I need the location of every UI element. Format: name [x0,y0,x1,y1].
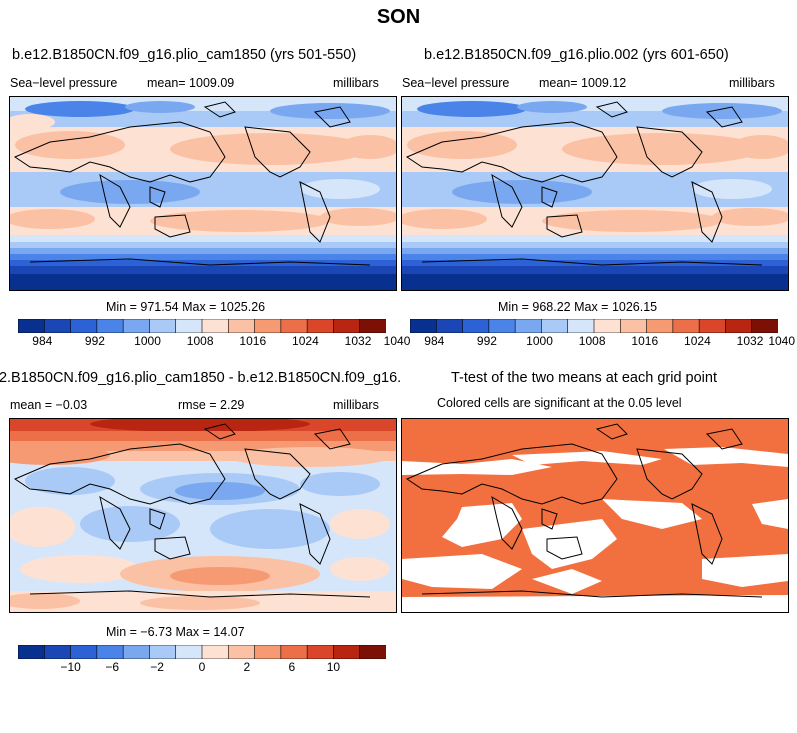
panel2-colorbar-ticks: 984 992 1000 1008 1016 1024 1032 1040 [410,334,795,350]
panel2-mean: mean= 1009.12 [539,76,627,90]
panel1-variable: Sea−level pressure [10,76,118,90]
colorbar-cell [541,319,569,333]
colorbar-cell [175,319,203,333]
colorbar-cell [18,319,45,333]
panel2-tick: 1032 [736,334,764,348]
figure-title: SON [376,6,421,28]
colorbar-cell [18,645,45,659]
colorbar-cell [43,319,72,333]
panel3-tick: −10 [60,660,81,674]
panel1-colorbar [18,319,386,333]
panel4-title: T-test of the two means at each grid poi… [451,370,717,386]
panel2-tick: 984 [424,334,445,348]
colorbar-cell [333,319,361,333]
colorbar-cell [149,645,177,659]
panel2-map-svg [402,97,788,290]
colorbar-cell [227,319,256,333]
colorbar-cell [435,319,464,333]
colorbar-cell [175,645,203,659]
colorbar-cell [725,319,753,333]
colorbar-cell [306,645,335,659]
colorbar-cell [70,645,98,659]
colorbar-cell [43,645,72,659]
colorbar-cell [201,645,229,659]
panel1-tick: 1008 [186,334,214,348]
panel2-tick: 1016 [631,334,659,348]
colorbar-cell [751,319,778,333]
colorbar-cell [280,645,308,659]
panel4-map [401,418,789,613]
panel3-colorbar-ticks: −10 −6 −2 0 2 6 10 [18,660,386,676]
panel2-units: millibars [729,76,775,90]
colorbar-cell [70,319,98,333]
panel4-subtitle: Colored cells are significant at the 0.0… [437,396,682,410]
panel2-tick: 1040 [768,334,796,348]
colorbar-cell [149,319,177,333]
panel1-mean: mean= 1009.09 [147,76,235,90]
colorbar-cell [96,645,124,659]
colorbar-cell [410,319,437,333]
panel3-minmax: Min = −6.73 Max = 14.07 [106,625,245,639]
panel2-colorbar [410,319,778,333]
colorbar-cell [698,319,727,333]
panel1-title: b.e12.B1850CN.f09_g16.plio_cam1850 (yrs … [12,47,357,63]
colorbar-cell [359,645,386,659]
colorbar-cell [488,319,516,333]
colorbar-cell [567,319,595,333]
panel1-tick: 1040 [383,334,411,348]
panel1-tick: 1032 [344,334,372,348]
panel3-tick: 6 [288,660,296,674]
colorbar-cell [306,319,335,333]
colorbar-cell [254,319,282,333]
panel3-mean: mean = −0.03 [10,398,88,412]
colorbar-cell [619,319,648,333]
panel4-map-svg [402,419,788,612]
panel2-tick: 1000 [526,334,553,348]
colorbar-cell [672,319,700,333]
panel1-colorbar-ticks: 984 992 1000 1008 1016 1024 1032 1040 [18,334,410,350]
colorbar-cell [646,319,674,333]
colorbar-cell [201,319,229,333]
panel1-map-svg [10,97,396,290]
colorbar-cell [254,645,282,659]
panel3-title-clip: b.e12.B1850CN.f09_g16.plio_cam1850 - b.e… [0,370,400,390]
panel2-minmax: Min = 968.22 Max = 1026.15 [498,300,658,314]
panel1-tick: 992 [84,334,105,348]
panel3-rmse: rmse = 2.29 [178,398,245,412]
panel3-title: b.e12.B1850CN.f09_g16.plio_cam1850 - b.e… [0,370,400,386]
panel1-tick: 1024 [292,334,319,348]
colorbar-cell [593,319,621,333]
colorbar-cell [333,645,361,659]
panel2-title: b.e12.B1850CN.f09_g16.plio.002 (yrs 601-… [424,47,729,63]
colorbar-cell [359,319,386,333]
panel3-tick: 10 [326,660,341,674]
panel1-tick: 984 [32,334,53,348]
colorbar-cell [280,319,308,333]
panel1-units: millibars [333,76,379,90]
panel3-map-svg [10,419,396,612]
colorbar-cell [96,319,124,333]
panel2-variable: Sea−level pressure [402,76,510,90]
colorbar-cell [227,645,256,659]
panel1-minmax: Min = 971.54 Max = 1025.26 [106,300,266,314]
panel3-map [9,418,397,613]
panel1-tick: 1000 [134,334,161,348]
panel2-tick: 1024 [684,334,711,348]
panel3-colorbar [18,645,386,659]
panel3-tick: 0 [198,660,206,674]
panel3-units: millibars [333,398,379,412]
panel1-tick: 1016 [239,334,267,348]
colorbar-cell [122,645,151,659]
panel3-tick: −2 [150,660,164,674]
colorbar-cell [122,319,151,333]
panel2-tick: 992 [476,334,497,348]
panel3-tick: −6 [105,660,120,674]
panel2-tick: 1008 [578,334,606,348]
panel1-map [9,96,397,291]
panel2-map [401,96,789,291]
colorbar-cell [514,319,543,333]
colorbar-cell [462,319,490,333]
panel3-tick: 2 [243,660,251,674]
